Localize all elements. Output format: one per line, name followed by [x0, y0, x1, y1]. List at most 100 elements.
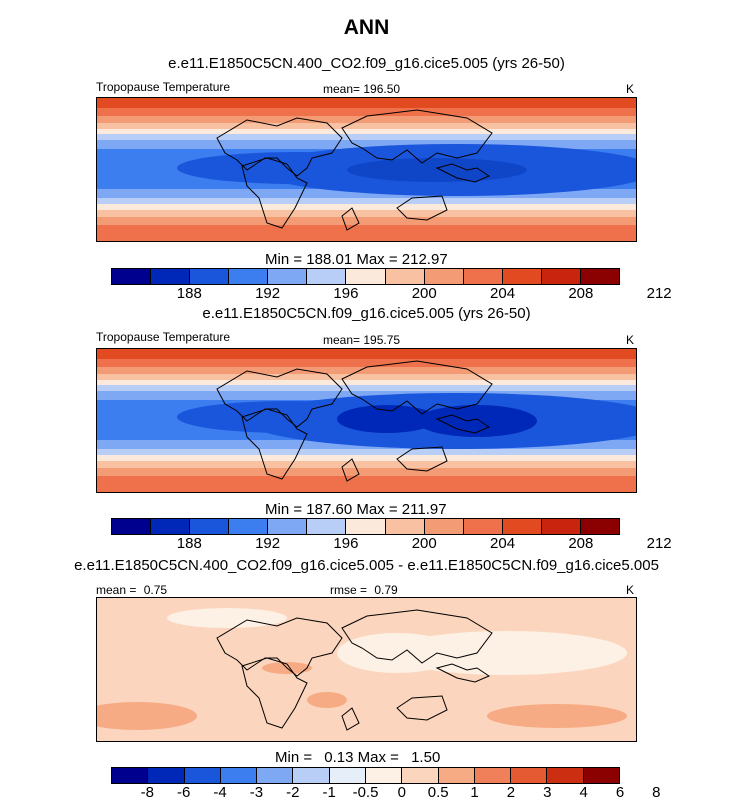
panel2-colorbar: [111, 518, 620, 535]
colorbar-segment: [307, 269, 347, 284]
colorbar-segment: [463, 519, 503, 534]
panel1-band: [97, 123, 636, 129]
panel3-rmse: rmse = 0.79: [330, 583, 398, 597]
colorbar-tick-label: 3: [543, 784, 552, 801]
panel3-mean: mean = 0.75: [96, 583, 167, 597]
panel1-band: [97, 210, 636, 217]
panel1-band: [97, 116, 636, 123]
colorbar-segment: [541, 269, 581, 284]
colorbar-tick-label: 204: [490, 285, 516, 302]
panel3-title: e.e11.E1850C5CN.400_CO2.f09_g16.cice5.00…: [74, 557, 659, 574]
colorbar-tick-label: 2: [506, 784, 516, 801]
colorbar-segment: [402, 768, 439, 783]
colorbar-segment: [229, 519, 269, 534]
panel3-mean-value: 0.75: [143, 583, 168, 597]
panel2-band: [97, 391, 636, 400]
panel3-high-anomaly: [307, 692, 347, 708]
panel1-band: [97, 225, 636, 241]
colorbar-tick-label: 1: [470, 784, 479, 801]
colorbar-segment: [583, 768, 619, 783]
panel3-high-anomaly: [487, 704, 627, 728]
colorbar-tick-label: -2: [286, 784, 300, 801]
colorbar-segment: [151, 519, 191, 534]
colorbar-segment: [385, 519, 425, 534]
panel3-max-value: 1.50: [411, 749, 441, 766]
colorbar-tick-label: 212: [646, 285, 672, 302]
panel2-mean-value: 195.75: [363, 333, 401, 347]
panel3-rmse-value: 0.79: [374, 583, 398, 597]
colorbar-segment: [580, 519, 620, 534]
panel2-band: [97, 468, 636, 476]
colorbar-segment: [547, 768, 584, 783]
panel2-band: [97, 374, 636, 380]
panel1-variable-label: Tropopause Temperature: [96, 80, 231, 94]
colorbar-tick-label: 4: [579, 784, 588, 801]
colorbar-segment: [220, 768, 258, 783]
colorbar-segment: [541, 519, 581, 534]
panel3-mean-label: mean =: [96, 583, 137, 597]
panel2-mean-label: mean=: [323, 333, 361, 347]
colorbar-tick-label: -1: [322, 784, 336, 801]
panel2-coastlines: [216, 360, 493, 482]
panel2-units: K: [626, 333, 635, 347]
colorbar-segment: [257, 768, 294, 783]
colorbar-tick-label: -8: [140, 784, 155, 801]
colorbar-tick-label: -0.5: [352, 784, 379, 801]
colorbar-tick-label: 192: [255, 535, 281, 552]
panel1-band: [97, 98, 636, 108]
colorbar-tick-label: 204: [490, 535, 516, 552]
panel3-colorbar-ticks: -8 -6 -4 -3 -2 -1 -0.5 0 0.5 1 2 3 4 6 8: [0, 784, 733, 804]
colorbar-segment: [365, 768, 403, 783]
colorbar-tick-label: 8: [652, 784, 661, 801]
panel2-band: [97, 476, 636, 492]
colorbar-segment: [112, 768, 149, 783]
panel3-low-anomaly: [167, 608, 287, 628]
colorbar-tick-label: 188: [176, 535, 202, 552]
panel2-band: [97, 449, 636, 455]
colorbar-segment: [438, 768, 475, 783]
panel3-units: K: [626, 583, 635, 597]
panel1-field: [97, 98, 636, 241]
panel1-max-value: 212.97: [401, 251, 448, 268]
panel2-coldest-core: [417, 405, 537, 437]
panel2-band: [97, 367, 636, 374]
colorbar-tick-label: 0: [397, 784, 407, 801]
figure-title: ANN: [343, 16, 390, 39]
panel1-band: [97, 134, 636, 140]
panel2-band: [97, 349, 636, 359]
colorbar-tick-label: 196: [333, 535, 359, 552]
colorbar-segment: [148, 768, 185, 783]
panel1-colorbar: [111, 268, 620, 285]
colorbar-segment: [268, 519, 308, 534]
panel1-map: [96, 97, 637, 242]
panel3-max-label: Max =: [357, 749, 399, 766]
panel1-mean-value: 196.50: [363, 82, 401, 96]
panel1-band: [97, 198, 636, 204]
panel3-colorbar: [111, 767, 620, 784]
panel1-title: e.e11.E1850C5CN.400_CO2.f09_g16.cice5.00…: [168, 55, 565, 72]
panel3-map: [96, 597, 637, 742]
panel2-max-label: Max =: [356, 501, 398, 518]
panel2-map: [96, 348, 637, 493]
colorbar-segment: [580, 269, 620, 284]
colorbar-segment: [346, 519, 386, 534]
colorbar-segment: [511, 768, 548, 783]
colorbar-segment: [463, 269, 503, 284]
colorbar-segment: [502, 519, 542, 534]
panel2-coldest-core: [337, 405, 437, 433]
colorbar-segment: [424, 519, 464, 534]
panel1-band: [97, 204, 636, 210]
panel2-minmax: Min = 187.60 Max = 211.97: [265, 501, 447, 518]
colorbar-segment: [151, 269, 191, 284]
colorbar-tick-label: 200: [411, 535, 437, 552]
panel1-band: [97, 140, 636, 149]
panel1-coldest-core: [347, 158, 527, 182]
colorbar-tick-label: -4: [213, 784, 227, 801]
panel2-band: [97, 385, 636, 391]
colorbar-segment: [293, 768, 330, 783]
panel1-coastlines: [216, 109, 493, 231]
colorbar-segment: [112, 269, 152, 284]
colorbar-segment: [184, 768, 221, 783]
panel2-min-value: 187.60: [306, 501, 353, 518]
panel1-min-label: Min =: [265, 251, 303, 268]
